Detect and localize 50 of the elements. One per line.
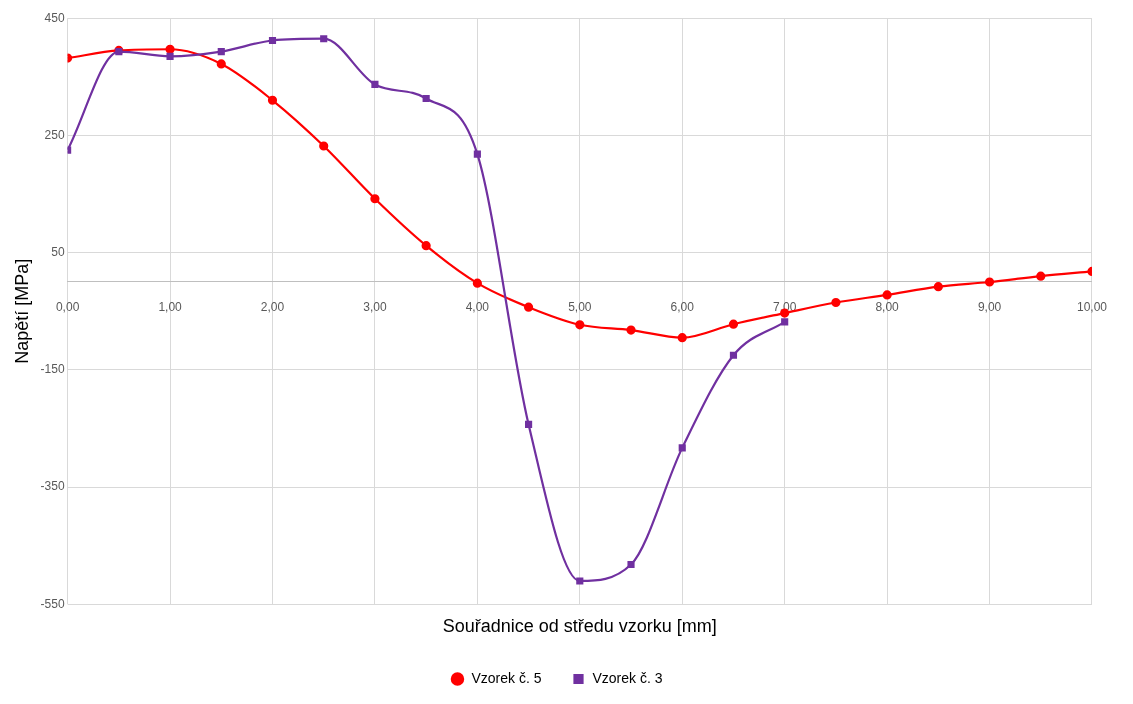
- point: [268, 36, 277, 45]
- y-tick-label: 450: [44, 10, 65, 25]
- point: [217, 48, 225, 56]
- point: [319, 141, 329, 151]
- x-tick-label: 9,00: [977, 299, 1002, 314]
- point: [781, 318, 789, 326]
- point: [933, 282, 943, 292]
- point: [267, 95, 278, 105]
- point: [728, 319, 739, 329]
- y-tick-label: -150: [40, 362, 65, 377]
- point: [575, 320, 585, 330]
- y-tick-label: 250: [44, 127, 65, 142]
- point: [677, 333, 687, 343]
- point: [525, 420, 533, 429]
- x-tick-label: 1,00: [158, 299, 183, 314]
- x-tick-label: 0,00: [55, 299, 80, 314]
- x-tick-label: 2,00: [260, 299, 285, 314]
- point: [473, 150, 481, 158]
- point: [421, 241, 431, 251]
- x-tick-label: 8,00: [875, 299, 900, 314]
- point: [831, 297, 841, 308]
- point: [165, 44, 175, 54]
- y-tick-label: 50: [51, 244, 65, 259]
- legend-label: Vzorek č. 5: [471, 669, 542, 686]
- point: [216, 59, 226, 69]
- y-tick-label: -350: [40, 479, 65, 494]
- point: [166, 52, 174, 60]
- point: [627, 560, 635, 569]
- point: [729, 351, 738, 359]
- x-tick-label: 3,00: [363, 299, 387, 314]
- y-axis-title: Napětí [MPa]: [11, 258, 32, 364]
- point: [984, 277, 995, 287]
- x-tick-label: 4,00: [465, 299, 490, 314]
- x-tick-label: 10,00: [1076, 299, 1108, 314]
- point: [472, 278, 482, 288]
- x-axis-title: Souřadnice od středu vzorku [mm]: [442, 616, 717, 637]
- point: [422, 94, 430, 103]
- point: [320, 35, 328, 43]
- point: [523, 302, 534, 312]
- point: [882, 290, 892, 300]
- point: [678, 444, 686, 452]
- point: [626, 325, 636, 335]
- y-tick-label: -550: [40, 596, 65, 611]
- point: [1036, 271, 1046, 281]
- point: [370, 194, 380, 204]
- point: [576, 577, 584, 585]
- point: [371, 80, 379, 89]
- x-tick-label: 6,00: [670, 299, 695, 314]
- legend-label: Vzorek č. 3: [592, 669, 663, 686]
- x-tick-label: 5,00: [568, 299, 592, 314]
